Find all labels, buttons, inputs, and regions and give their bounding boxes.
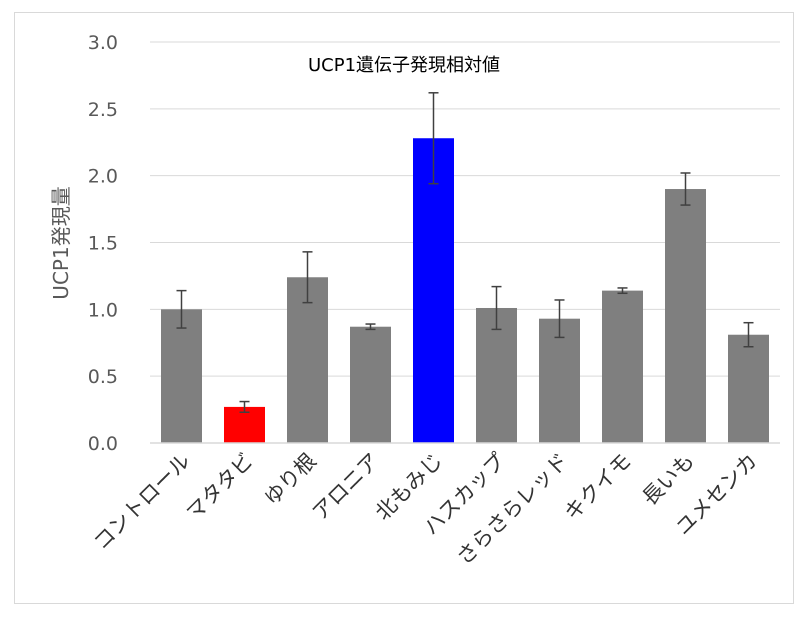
error-bar [491, 285, 502, 331]
bar [350, 326, 391, 443]
x-category-label: 長いも [638, 449, 700, 511]
error-bars [176, 92, 754, 414]
x-category-label: ゆり根 [260, 449, 322, 511]
y-tick-label: 0.5 [88, 366, 118, 388]
bar [476, 307, 517, 443]
bars [161, 138, 769, 444]
bar [287, 277, 328, 443]
error-bar [428, 92, 439, 185]
x-category-label: キクイモ [560, 449, 636, 525]
chart-title: UCP1遺伝子発現相対値 [308, 55, 500, 76]
y-axis-title: UCP1発現量 [49, 186, 73, 299]
bar [602, 290, 643, 443]
y-tick-label: 2.5 [88, 99, 118, 121]
x-category-label: アロニア [308, 449, 384, 525]
error-bar [365, 323, 376, 331]
error-bar [302, 251, 313, 304]
y-tick-label: 1.0 [88, 299, 118, 321]
x-category-label: さらさらレッド [452, 449, 573, 570]
bar [665, 189, 706, 443]
bar [728, 334, 769, 443]
y-tick-label: 3.0 [88, 32, 118, 54]
bar [539, 318, 580, 443]
y-axis-ticks: 0.0 0.5 1.0 1.5 2.0 2.5 3.0 [88, 32, 118, 455]
error-bar [617, 287, 628, 295]
error-bar [554, 299, 565, 339]
error-bar [680, 172, 691, 206]
x-category-label: マタタビ [182, 449, 258, 525]
bar [161, 309, 202, 443]
y-tick-label: 1.5 [88, 233, 118, 255]
error-bar [176, 289, 187, 329]
y-tick-label: 2.0 [88, 166, 118, 188]
error-bar [239, 400, 250, 414]
chart-frame [14, 12, 794, 604]
bar [413, 138, 454, 444]
error-bar [743, 321, 754, 348]
y-tick-label: 0.0 [88, 433, 118, 455]
x-category-label: コントロール [89, 449, 195, 555]
